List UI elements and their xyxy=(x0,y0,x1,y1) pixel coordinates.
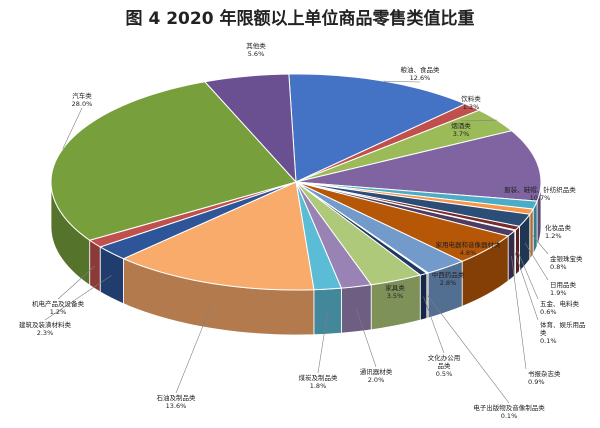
slice-label-4: 化妆品类 xyxy=(545,223,572,232)
slice-label-1: 饮料类 xyxy=(461,94,481,103)
pie-tops xyxy=(50,73,542,291)
slice-label-8: 体育、娱乐用品类 xyxy=(540,320,586,337)
chart-title: 图 4 2020 年限额以上单位商品零售类值比重 xyxy=(125,9,475,29)
leader-line-16 xyxy=(317,311,328,374)
slice-label-7: 五金、电料类 xyxy=(540,299,580,308)
leader-line-17 xyxy=(175,305,212,394)
pie-slice-21 xyxy=(203,73,297,184)
slice-label-2: 烟酒类 xyxy=(451,121,471,130)
pie-slice-3 xyxy=(295,130,542,202)
slice-label-3: 服装、鞋帽、针纺织品类 xyxy=(504,185,576,194)
slice-value-12: 0.1% xyxy=(501,412,518,420)
leader-line-0 xyxy=(383,80,421,83)
slice-value-2: 3.7% xyxy=(453,130,470,138)
leader-line-7 xyxy=(517,250,539,300)
slice-label-10: 家用电器和音像器材类 xyxy=(436,240,502,249)
slice-label-16: 煤炭及制品类 xyxy=(299,373,339,382)
slice-label-11: 中西药品类 xyxy=(432,270,465,279)
pie-slice-14 xyxy=(295,181,422,286)
slice-label-12: 电子出版物及音像制品类 xyxy=(473,403,545,412)
slice-value-19: 1.2% xyxy=(50,308,67,316)
slice-value-20: 28.0% xyxy=(72,100,93,108)
slice-label-19: 机电产品及设备类 xyxy=(32,299,85,308)
slice-label-9: 书报杂志类 xyxy=(528,369,561,378)
slice-value-17: 13.6% xyxy=(166,402,187,410)
slice-value-13: 0.5% xyxy=(436,370,453,378)
leader-line-15 xyxy=(356,309,377,368)
slice-label-17: 石油及制品类 xyxy=(157,393,197,402)
slice-value-3: 10.7% xyxy=(530,194,551,202)
slice-label-21: 其他类 xyxy=(246,41,266,50)
pie-slice-20 xyxy=(50,81,297,241)
pie-slice-10 xyxy=(295,181,510,262)
slice-label-18: 建筑及装潢材料类 xyxy=(19,320,72,329)
leader-line-2 xyxy=(460,119,497,122)
slice-value-15: 2.0% xyxy=(368,376,385,384)
slice-label-6: 日用品类 xyxy=(550,280,577,289)
slice-label-14: 家具类 xyxy=(385,283,405,292)
slice-value-1: 1.3% xyxy=(463,103,480,111)
slice-value-9: 0.9% xyxy=(528,378,545,386)
slice-value-16: 1.8% xyxy=(310,382,327,390)
leader-line-5 xyxy=(531,234,549,255)
slice-value-10: 4.8% xyxy=(460,249,477,257)
slice-label-13: 文化办公用品类 xyxy=(428,353,461,370)
leader-line-12 xyxy=(427,295,510,404)
slice-label-15: 通讯器材类 xyxy=(360,367,393,376)
slice-value-14: 3.5% xyxy=(387,292,404,300)
leader-line-18 xyxy=(44,275,112,321)
pie-side-15 xyxy=(340,284,372,334)
leader-line-19 xyxy=(57,265,95,300)
pie-side-16 xyxy=(313,287,342,336)
slice-value-7: 0.6% xyxy=(540,308,557,316)
leader-line-20 xyxy=(62,107,83,150)
pie-side-4 xyxy=(532,200,538,255)
pie-sides xyxy=(50,181,542,336)
slice-value-4: 1.2% xyxy=(545,232,562,240)
slice-value-5: 0.8% xyxy=(550,263,567,271)
slice-label-5: 金银珠宝类 xyxy=(550,254,583,263)
leader-line-8 xyxy=(514,252,539,321)
slice-value-11: 2.8% xyxy=(440,279,457,287)
slice-label-0: 粮油、食品类 xyxy=(401,65,441,74)
slice-value-6: 1.9% xyxy=(550,289,567,297)
leader-line-6 xyxy=(524,242,549,281)
slice-value-21: 5.6% xyxy=(248,50,265,58)
pie-slice-11 xyxy=(295,181,464,274)
leader-line-9 xyxy=(511,255,527,370)
slice-value-8: 0.1% xyxy=(540,337,557,345)
pie-slice-17 xyxy=(122,181,315,291)
slice-value-0: 12.6% xyxy=(410,74,431,82)
slice-value-18: 2.3% xyxy=(37,329,54,337)
slice-label-20: 汽车类 xyxy=(72,91,92,100)
pie-side-7 xyxy=(515,225,520,276)
leader-line-13 xyxy=(423,296,445,354)
